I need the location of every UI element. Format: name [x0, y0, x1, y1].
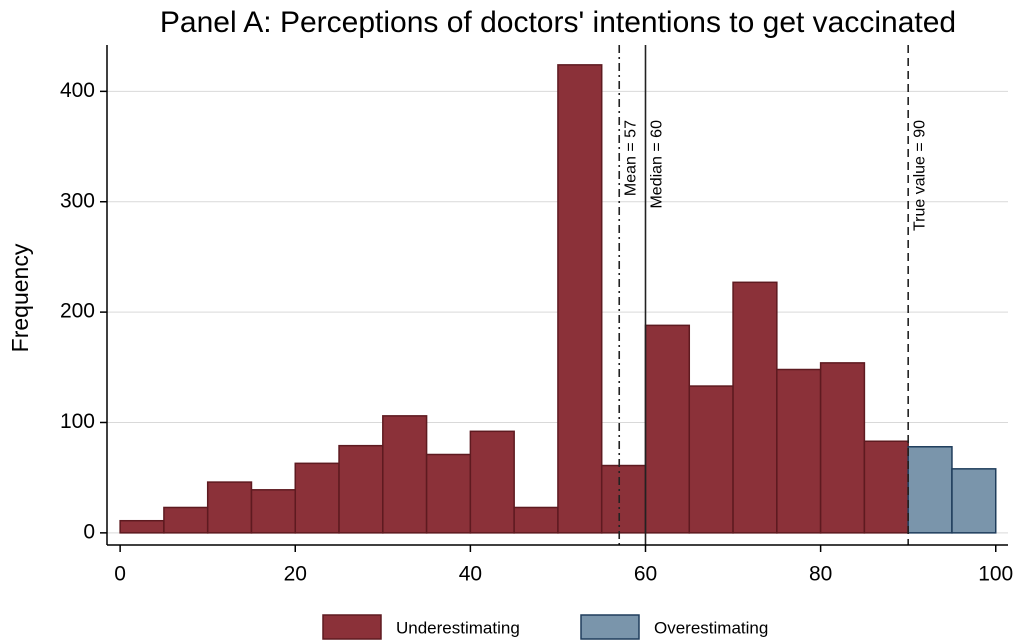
- bar: [206, 481, 253, 534]
- chart-title: Panel A: Perceptions of doctors' intenti…: [160, 6, 956, 39]
- bar: [688, 385, 734, 534]
- bar: [600, 464, 647, 534]
- bar: [294, 462, 340, 534]
- x-tick-label: 20: [284, 563, 307, 586]
- legend-label: Overestimating: [654, 618, 768, 637]
- bar: [951, 468, 997, 534]
- bar: [119, 519, 165, 534]
- x-tick-label: 100: [978, 563, 1013, 586]
- bar: [557, 64, 603, 534]
- bar: [513, 506, 559, 534]
- bar: [382, 415, 428, 534]
- y-tick-label: 400: [60, 79, 95, 102]
- bar: [819, 362, 866, 534]
- legend-label: Underestimating: [396, 618, 520, 637]
- bar: [250, 489, 297, 534]
- reference-label: Mean = 57: [622, 120, 639, 196]
- x-tick-label: 40: [459, 563, 482, 586]
- legend-swatch: [580, 614, 640, 640]
- x-tick-label: 60: [634, 563, 657, 586]
- legend-swatch: [322, 614, 382, 640]
- bar: [863, 440, 909, 534]
- bar: [644, 324, 691, 534]
- y-tick-label: 300: [60, 189, 95, 212]
- bar: [907, 446, 953, 534]
- y-axis-label: Frequency: [7, 243, 33, 352]
- bar: [163, 506, 209, 534]
- bar: [776, 368, 822, 534]
- x-tick-label: 0: [114, 563, 126, 586]
- reference-label: True value = 90: [911, 120, 928, 231]
- y-tick-label: 100: [60, 410, 95, 433]
- bar: [425, 453, 472, 534]
- y-tick-label: 0: [83, 520, 95, 543]
- x-tick-label: 80: [809, 563, 832, 586]
- y-tick-label: 200: [60, 300, 95, 323]
- bar: [469, 430, 515, 534]
- reference-label: Median = 60: [649, 120, 666, 209]
- bar: [338, 444, 384, 534]
- bar: [732, 281, 778, 534]
